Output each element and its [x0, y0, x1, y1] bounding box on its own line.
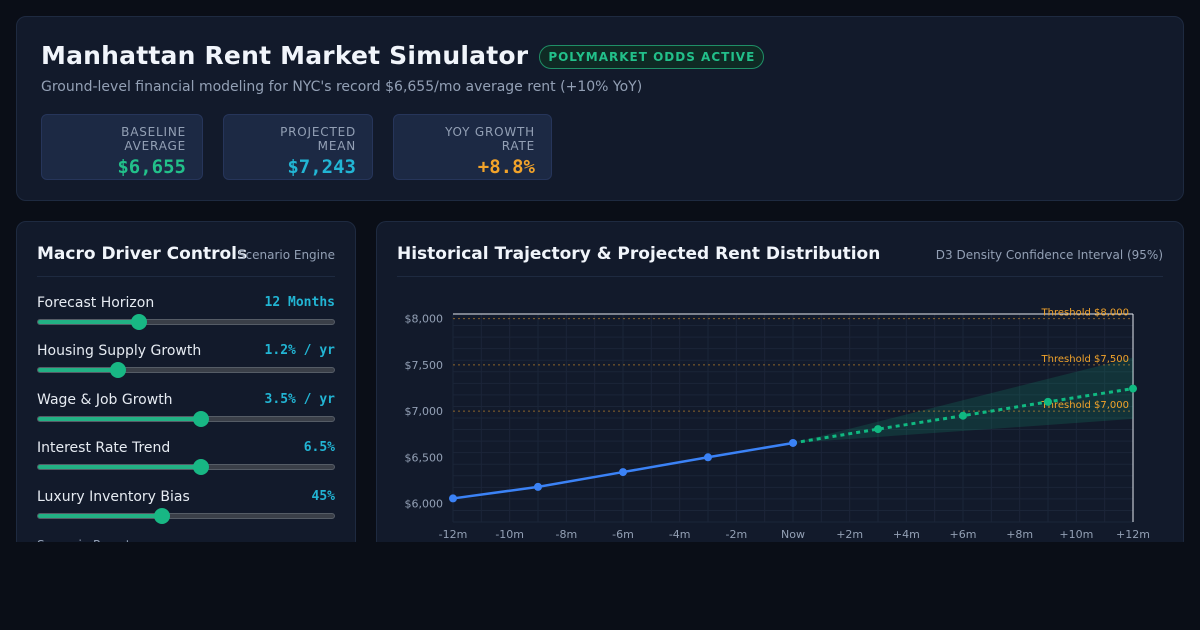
title-row: Manhattan Rent Market Simulator POLYMARK…	[41, 41, 765, 70]
slider-label: Wage & Job Growth	[37, 392, 173, 408]
slider-thumb[interactable]	[154, 508, 171, 524]
chart-panel-divider	[397, 276, 1163, 277]
x-tick-label: +8m	[1006, 528, 1033, 541]
y-tick-label: $6,000	[405, 498, 444, 511]
x-tick-label: Now	[781, 528, 805, 541]
controls-subtitle: Scenario Engine	[237, 248, 335, 262]
threshold-label: Threshold $7,500	[1041, 354, 1129, 365]
projected-data-point	[1044, 397, 1052, 406]
slider-thumb[interactable]	[192, 411, 209, 427]
x-tick-label: +2m	[836, 528, 863, 541]
stat-projected-mean: PROJECTED MEAN $7,243	[223, 114, 373, 180]
slider-value: 1.2% / yr	[264, 343, 335, 358]
confidence-band	[793, 357, 1133, 443]
x-tick-label: -6m	[612, 528, 634, 541]
y-tick-label: $6,500	[405, 451, 444, 464]
historical-data-point	[619, 468, 627, 477]
x-tick-label: -8m	[555, 528, 577, 541]
chart-panel-title: Historical Trajectory & Projected Rent D…	[397, 244, 881, 264]
slider-label: Interest Rate Trend	[37, 440, 171, 456]
chart-panel-subtitle: D3 Density Confidence Interval (95%)	[935, 248, 1163, 262]
polymarket-status-badge: POLYMARKET ODDS ACTIVE	[539, 44, 765, 69]
historical-data-point	[449, 494, 457, 503]
y-tick-label: $7,500	[405, 359, 444, 372]
x-tick-label: -2m	[725, 528, 747, 541]
slider-fill	[38, 368, 118, 372]
slider-value: 3.5% / yr	[264, 392, 335, 407]
slider-thumb[interactable]	[109, 362, 126, 378]
page-title: Manhattan Rent Market Simulator	[41, 41, 529, 70]
x-tick-label: -10m	[495, 528, 524, 541]
slider-track[interactable]	[37, 459, 335, 475]
threshold-label: Threshold $8,000	[1041, 308, 1129, 319]
slider-label: Forecast Horizon	[37, 295, 155, 311]
slider-thumb[interactable]	[130, 314, 147, 330]
stat-value: $6,655	[117, 156, 186, 178]
stat-label: PROJECTED MEAN	[280, 125, 356, 153]
controls-divider	[37, 276, 335, 277]
threshold-label: Threshold $7,000	[1041, 400, 1129, 411]
header-card: Manhattan Rent Market Simulator POLYMARK…	[16, 16, 1184, 201]
historical-data-point	[789, 438, 797, 447]
stat-label: YOY GROWTH RATE	[445, 125, 535, 153]
projected-data-point	[959, 411, 967, 420]
projected-series-line	[792, 387, 1134, 445]
slider-fill	[38, 465, 201, 469]
projected-data-point	[874, 425, 882, 434]
x-tick-label: +6m	[950, 528, 977, 541]
page-background-fill	[0, 542, 1200, 630]
stat-baseline-average: BASELINE AVERAGE $6,655	[41, 114, 203, 180]
stat-value: $7,243	[287, 156, 356, 178]
rent-distribution-chart-panel: Historical Trajectory & Projected Rent D…	[376, 221, 1184, 551]
historical-data-point	[534, 482, 542, 491]
page-subtitle: Ground-level financial modeling for NYC'…	[41, 79, 643, 95]
rent-trajectory-chart: $8,000 $7,500 $7,000 $6,500 $6,000 -12m -10m -8…	[405, 308, 1150, 541]
slider-value: 12 Months	[264, 295, 335, 310]
slider-label: Housing Supply Growth	[37, 343, 202, 359]
controls-title: Macro Driver Controls	[37, 244, 248, 264]
stat-label: BASELINE AVERAGE	[121, 125, 186, 153]
slider-value: 45%	[311, 489, 335, 504]
x-tick-label: -4m	[669, 528, 691, 541]
slider-thumb[interactable]	[192, 459, 209, 475]
x-tick-label: -12m	[439, 528, 468, 541]
y-tick-label: $8,000	[405, 313, 444, 326]
historical-data-point	[704, 453, 712, 462]
slider-fill	[38, 514, 163, 518]
projected-data-point	[1129, 384, 1137, 393]
slider-label: Luxury Inventory Bias	[37, 489, 190, 505]
slider-track[interactable]	[37, 362, 335, 378]
slider-value: 6.5%	[303, 440, 335, 455]
slider-fill	[38, 417, 201, 421]
y-tick-label: $7,000	[405, 405, 444, 418]
slider-track[interactable]	[37, 411, 335, 427]
x-tick-label: +12m	[1116, 528, 1150, 541]
x-tick-label: +4m	[893, 528, 920, 541]
slider-track[interactable]	[37, 314, 335, 330]
slider-fill	[38, 320, 139, 324]
stat-value: +8.8%	[477, 156, 535, 178]
slider-track[interactable]	[37, 508, 335, 524]
x-tick-label: +10m	[1059, 528, 1093, 541]
stat-yoy-growth-rate: YOY GROWTH RATE +8.8%	[393, 114, 552, 180]
macro-driver-controls-panel: Macro Driver Controls Scenario Engine Fo…	[16, 221, 356, 551]
